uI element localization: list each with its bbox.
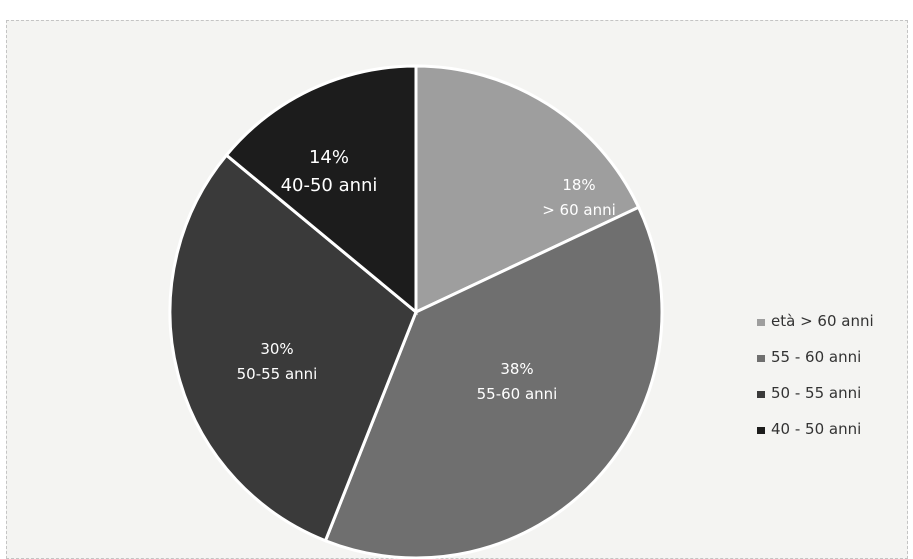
- pie-slice-50-55-anni: [168, 153, 418, 543]
- pie-slice-55-60-anni: [323, 205, 664, 559]
- pie-slices: [168, 64, 664, 559]
- slice-range-label: 40-50 anni: [281, 175, 378, 196]
- legend-entry: 55 - 60 anni: [771, 348, 861, 366]
- legend: età > 60 anni 55 - 60 anni 50 - 55 anni 40 …: [757, 312, 874, 438]
- legend-swatch: [757, 355, 765, 362]
- legend-swatch: [757, 427, 765, 434]
- pie-slice-40-50-anni: [224, 64, 418, 316]
- slice-percent-label: 30%: [260, 340, 293, 358]
- slice-range-label: 55-60 anni: [477, 385, 558, 403]
- legend-entry: 50 - 55 anni: [771, 384, 861, 402]
- legend-swatch: [757, 391, 765, 398]
- legend-entry: 40 - 50 anni: [771, 420, 861, 438]
- pie-slice-60-anni: [414, 64, 641, 315]
- slice-range-label: > 60 anni: [542, 201, 616, 219]
- slice-percent-label: 38%: [500, 360, 533, 378]
- legend-swatch: [757, 319, 765, 326]
- slice-percent-label: 14%: [309, 147, 349, 168]
- slice-range-label: 50-55 anni: [237, 365, 318, 383]
- slice-percent-label: 18%: [562, 176, 595, 194]
- slice-labels: 18% > 60 anni 38% 55-60 anni 30% 50-55 anni 14…: [237, 147, 616, 403]
- legend-entry: età > 60 anni: [771, 312, 874, 330]
